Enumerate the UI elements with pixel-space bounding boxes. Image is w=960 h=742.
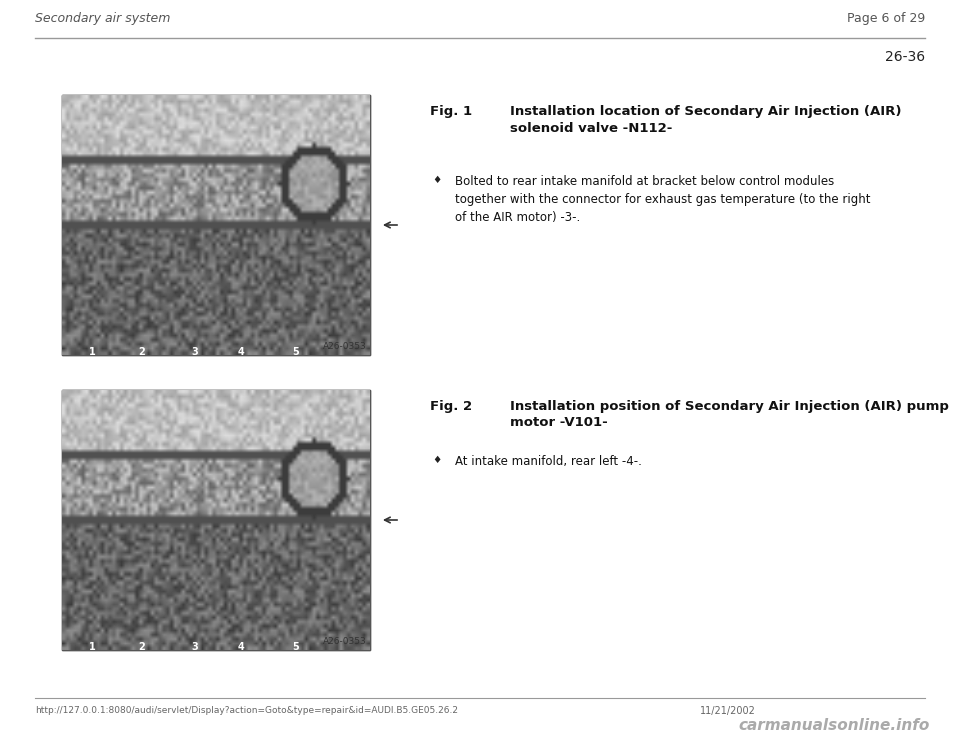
Text: Fig. 2: Fig. 2: [430, 400, 472, 413]
Text: At intake manifold, rear left -4-.: At intake manifold, rear left -4-.: [455, 455, 642, 468]
Text: Secondary air system: Secondary air system: [35, 12, 170, 25]
Text: A26-0353: A26-0353: [324, 637, 367, 646]
Text: Bolted to rear intake manifold at bracket below control modules
together with th: Bolted to rear intake manifold at bracke…: [455, 175, 871, 224]
Text: 11/21/2002: 11/21/2002: [700, 706, 756, 716]
Text: A26-0353: A26-0353: [324, 342, 367, 351]
Text: http://127.0.0.1:8080/audi/servlet/Display?action=Goto&type=repair&id=AUDI.B5.GE: http://127.0.0.1:8080/audi/servlet/Displ…: [35, 706, 458, 715]
Bar: [62, 95, 370, 355]
Text: ♦: ♦: [432, 455, 442, 465]
Bar: [62, 390, 370, 650]
Bar: [62, 95, 370, 355]
Text: ♦: ♦: [432, 175, 442, 185]
Text: Page 6 of 29: Page 6 of 29: [847, 12, 925, 25]
Text: Installation location of Secondary Air Injection (AIR)
solenoid valve -N112-: Installation location of Secondary Air I…: [510, 105, 901, 134]
Text: Installation position of Secondary Air Injection (AIR) pump
motor -V101-: Installation position of Secondary Air I…: [510, 400, 948, 430]
Bar: [62, 390, 370, 650]
Text: 26-36: 26-36: [885, 50, 925, 64]
Text: Fig. 1: Fig. 1: [430, 105, 472, 118]
Text: carmanualsonline.info: carmanualsonline.info: [738, 718, 930, 733]
